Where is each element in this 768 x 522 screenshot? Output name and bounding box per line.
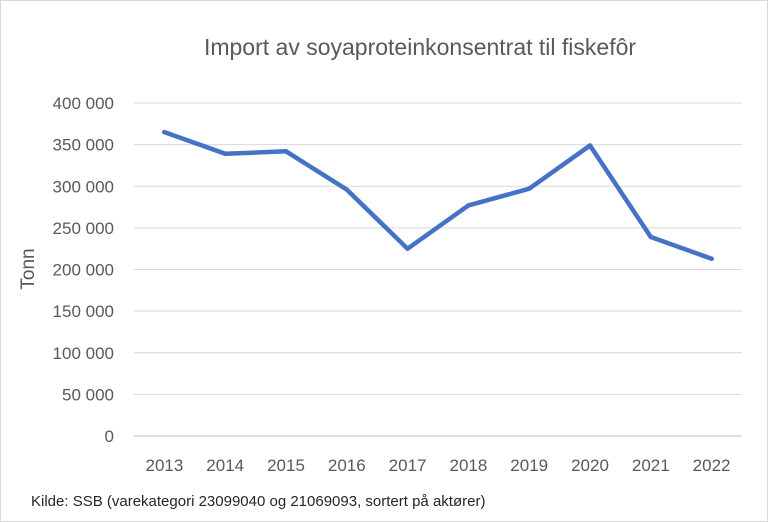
series-line — [162, 129, 714, 261]
data-point — [648, 234, 653, 240]
x-tick-label: 2013 — [145, 456, 183, 475]
data-point — [223, 151, 228, 156]
data-point — [709, 256, 714, 261]
y-tick-label: 150 000 — [53, 302, 114, 321]
x-tick-labels: 2013 2014 2015 2016 2017 2018 2019 2020 2021 2022 — [145, 456, 730, 475]
x-tick-label: 2017 — [389, 456, 427, 475]
y-tick-label: 100 000 — [53, 344, 114, 363]
source-note: Kilde: SSB (varekategori 23099040 og 210… — [31, 493, 485, 510]
x-tick-label: 2015 — [267, 456, 305, 475]
data-point — [587, 143, 593, 148]
x-tick-label: 2018 — [449, 456, 487, 475]
x-tick-label: 2019 — [510, 456, 548, 475]
data-point — [283, 149, 289, 154]
y-axis-title: Tonn — [18, 248, 39, 289]
y-tick-label: 50 000 — [62, 385, 114, 404]
data-point — [344, 187, 349, 192]
x-tick-label: 2016 — [328, 456, 366, 475]
y-tick-label: 200 000 — [53, 261, 114, 280]
y-tick-label: 0 — [105, 427, 114, 446]
x-tick-label: 2014 — [206, 456, 244, 475]
y-tick-labels: 0 50 000 100 000 150 000 200 000 250 000 300 0… — [53, 94, 114, 446]
x-tick-label: 2022 — [693, 456, 731, 475]
y-tick-label: 350 000 — [53, 136, 114, 155]
data-point — [405, 246, 410, 251]
y-tick-label: 400 000 — [53, 94, 114, 113]
x-tick-label: 2021 — [632, 456, 670, 475]
data-point — [466, 203, 471, 208]
x-tick-label: 2020 — [571, 456, 609, 475]
y-tick-label: 250 000 — [53, 219, 114, 238]
data-point — [162, 129, 167, 135]
series-layer — [162, 129, 714, 261]
data-point — [527, 186, 532, 191]
y-tick-label: 300 000 — [53, 177, 114, 196]
chart-title: Import av soyaproteinkonsentrat til fisk… — [204, 34, 636, 60]
